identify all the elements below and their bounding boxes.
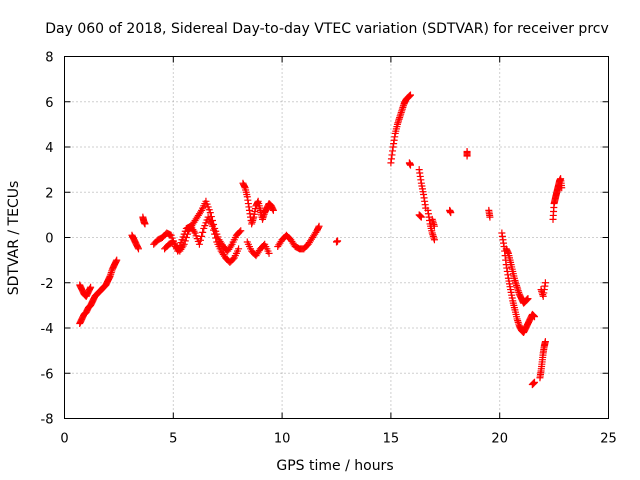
- data-point: [206, 209, 214, 217]
- data-point: [212, 234, 220, 242]
- chart-title: Day 060 of 2018, Sidereal Day-to-day VTE…: [45, 21, 609, 37]
- data-point: [334, 237, 342, 245]
- y-tick-label: 0: [45, 232, 53, 247]
- x-tick-label: 20: [491, 432, 508, 447]
- plot-frame: [64, 56, 609, 419]
- data-point: [315, 222, 323, 230]
- data-point: [181, 237, 189, 245]
- data-point: [531, 378, 539, 386]
- y-tick-label: -6: [41, 367, 54, 382]
- y-tick-label: 4: [45, 141, 53, 156]
- data-point: [208, 222, 216, 230]
- x-tick-label: 25: [600, 432, 617, 447]
- data-point: [87, 283, 95, 291]
- y-tick-label: 8: [45, 51, 53, 66]
- x-tick-label: 15: [383, 432, 400, 447]
- data-point: [447, 209, 455, 217]
- data-point: [210, 226, 218, 234]
- x-tick-label: 10: [274, 432, 291, 447]
- data-point: [417, 213, 425, 221]
- data-point: [430, 236, 438, 244]
- y-tick-label: 2: [45, 186, 53, 201]
- data-point: [197, 236, 204, 244]
- data-point: [406, 161, 414, 169]
- data-point: [428, 215, 436, 223]
- data-point: [531, 313, 539, 321]
- data-point: [236, 228, 244, 236]
- data-point: [195, 240, 203, 248]
- data-point: [141, 220, 149, 228]
- data-point: [269, 206, 277, 214]
- y-tick-label: -4: [41, 322, 54, 337]
- data-point: [265, 249, 273, 257]
- data-points: [76, 91, 566, 389]
- x-axis-label: GPS time / hours: [276, 458, 393, 474]
- axis-ticks: 0 5 10 15 20 25 -8 -6 -4 -2 0 2 4 6 8: [41, 51, 617, 447]
- data-point: [211, 230, 219, 238]
- x-tick-label: 0: [60, 432, 68, 447]
- data-point: [198, 232, 206, 240]
- data-point: [237, 227, 245, 235]
- data-point: [227, 242, 235, 250]
- data-point: [541, 338, 549, 346]
- data-point: [190, 227, 198, 235]
- data-point: [524, 295, 532, 303]
- y-tick-label: -8: [41, 413, 54, 428]
- data-point: [197, 208, 204, 216]
- y-axis-label: SDTVAR / TECUs: [6, 181, 22, 296]
- y-tick-label: -2: [41, 277, 54, 292]
- data-point: [463, 152, 471, 160]
- data-point: [406, 91, 414, 99]
- data-point: [113, 256, 121, 264]
- data-point: [486, 213, 494, 221]
- data-point: [558, 184, 566, 192]
- grid: [64, 56, 609, 419]
- data-point: [235, 245, 243, 253]
- data-point: [541, 279, 549, 287]
- x-tick-label: 5: [169, 432, 177, 447]
- y-tick-label: 6: [45, 96, 53, 111]
- data-point: [180, 240, 188, 248]
- data-point: [134, 245, 142, 253]
- data-point: [199, 228, 207, 236]
